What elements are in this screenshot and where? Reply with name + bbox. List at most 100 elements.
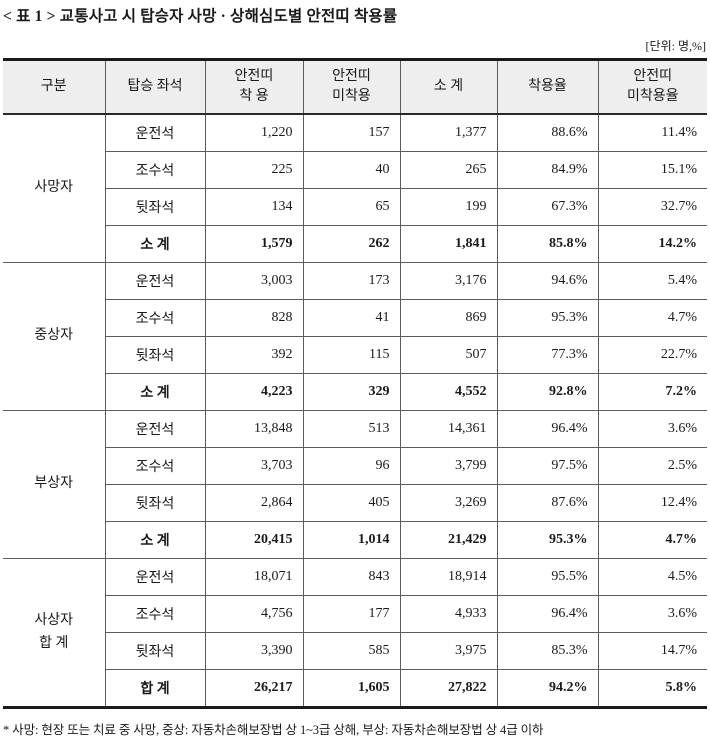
cell-subtotal: 18,914: [399, 558, 498, 596]
cell-wear-rate: 87.6%: [496, 484, 599, 522]
cell-wear-rate: 84.9%: [496, 151, 599, 189]
column-header-line: 안전띠: [332, 69, 371, 85]
cell-belt-off: 115: [302, 336, 401, 374]
seat-cell: 운전석: [104, 262, 206, 300]
column-header-line: 착용율: [528, 79, 567, 95]
seat-cell: 운전석: [104, 410, 206, 448]
cell-wear-rate: 97.5%: [496, 447, 599, 485]
cell-nonwear-rate: 4.7%: [597, 521, 707, 559]
cell-belt-off: 157: [302, 113, 401, 152]
cell-nonwear-rate: 3.6%: [597, 410, 707, 448]
column-header-category: 구분: [3, 59, 106, 115]
cell-subtotal: 21,429: [399, 521, 498, 559]
column-header-subtotal: 소 계: [399, 59, 498, 115]
cell-belt-on: 134: [204, 188, 304, 226]
cell-belt-off: 65: [302, 188, 401, 226]
column-header-line: 구분: [40, 79, 67, 95]
cell-belt-off: 513: [302, 410, 401, 448]
cell-wear-rate: 67.3%: [496, 188, 599, 226]
cell-belt-off: 41: [302, 299, 401, 337]
cell-belt-off: 40: [302, 151, 401, 189]
table-body: 사망자 운전석 1,220 157 1,377 88.6% 11.4% 조수석 225 40 265…: [3, 113, 707, 708]
cell-nonwear-rate: 5.8%: [597, 669, 707, 708]
cell-belt-off: 96: [302, 447, 401, 485]
seat-cell: 조수석: [104, 447, 206, 485]
group-label-0: 사망자: [3, 113, 106, 263]
table-row: 사상자 합 계 운전석 18,071 843 18,914 95.5% 4.5%: [3, 558, 707, 708]
cell-belt-on: 1,220: [204, 113, 304, 152]
cell-nonwear-rate: 11.4%: [597, 113, 707, 152]
column-header-line: 안전띠: [633, 69, 673, 85]
cell-belt-off: 585: [302, 632, 401, 670]
table-row: 중상자 운전석 3,003 173 3,176 94.6% 5.4%: [3, 262, 707, 411]
group-label-3: 사상자 합 계: [3, 558, 106, 708]
column-header-seat: 탑승 좌석: [104, 59, 206, 115]
cell-subtotal: 1,377: [399, 113, 498, 152]
cell-subtotal: 4,552: [399, 373, 498, 411]
cell-belt-off: 843: [302, 558, 401, 596]
cell-nonwear-rate: 14.2%: [597, 225, 707, 263]
cell-belt-on: 1,579: [204, 225, 304, 263]
cell-nonwear-rate: 22.7%: [597, 336, 707, 374]
column-header-line: 안전띠: [234, 69, 274, 85]
cell-subtotal: 4,933: [399, 595, 498, 633]
subtotal-row: 소 계 4,223 329 4,552 92.8% 7.2%: [3, 373, 707, 411]
cell-belt-on: 20,415: [204, 521, 304, 559]
header-row: 구분 탑승 좌석 안전띠 착 용 안전띠 미착용 소 계 착용율 안전띠 미착용율: [3, 59, 707, 115]
cell-subtotal: 3,269: [399, 484, 498, 522]
cell-subtotal: 3,799: [399, 447, 498, 485]
cell-belt-on: 4,756: [204, 595, 304, 633]
seat-cell: 소 계: [104, 521, 206, 559]
cell-belt-on: 392: [204, 336, 304, 374]
seat-cell: 조수석: [104, 151, 206, 189]
cell-subtotal: 507: [399, 336, 498, 374]
cell-nonwear-rate: 12.4%: [597, 484, 707, 522]
cell-wear-rate: 92.8%: [496, 373, 599, 411]
cell-belt-off: 1,605: [302, 669, 401, 708]
cell-wear-rate: 95.3%: [496, 521, 599, 559]
seat-cell: 운전석: [104, 558, 206, 596]
cell-nonwear-rate: 4.7%: [597, 299, 707, 337]
group-label-line: 사망자: [34, 180, 74, 196]
cell-wear-rate: 85.3%: [496, 632, 599, 670]
table-header: 구분 탑승 좌석 안전띠 착 용 안전띠 미착용 소 계 착용율 안전띠 미착용율: [3, 59, 707, 115]
cell-belt-on: 828: [204, 299, 304, 337]
cell-wear-rate: 96.4%: [496, 410, 599, 448]
cell-wear-rate: 94.6%: [496, 262, 599, 300]
table-row: 조수석 225 40 265 84.9% 15.1%: [3, 151, 707, 189]
cell-nonwear-rate: 3.6%: [597, 595, 707, 633]
seat-cell: 뒷좌석: [104, 188, 206, 226]
seat-cell: 운전석: [104, 113, 206, 152]
cell-belt-on: 3,703: [204, 447, 304, 485]
seatbelt-usage-table: 구분 탑승 좌석 안전띠 착 용 안전띠 미착용 소 계 착용율 안전띠 미착용율 사망자 운전석 1…: [3, 58, 707, 709]
cell-subtotal: 199: [399, 188, 498, 226]
cell-belt-on: 26,217: [204, 669, 304, 708]
column-header-line: 미착용: [332, 89, 371, 104]
column-header-nonwear-rate: 안전띠 미착용율: [597, 59, 707, 115]
seat-cell: 뒷좌석: [104, 632, 206, 670]
group-label-1: 중상자: [3, 262, 106, 411]
cell-belt-on: 2,864: [204, 484, 304, 522]
column-header-belt-on: 안전띠 착 용: [204, 59, 304, 115]
group-label-line: 중상자: [34, 328, 74, 344]
cell-belt-off: 262: [302, 225, 401, 263]
cell-subtotal: 3,176: [399, 262, 498, 300]
cell-belt-on: 13,848: [204, 410, 304, 448]
table-row: 뒷좌석 134 65 199 67.3% 32.7%: [3, 188, 707, 226]
cell-wear-rate: 77.3%: [496, 336, 599, 374]
cell-belt-off: 173: [302, 262, 401, 300]
cell-subtotal: 27,822: [399, 669, 498, 708]
cell-wear-rate: 94.2%: [496, 669, 599, 708]
table-row: 조수석 828 41 869 95.3% 4.7%: [3, 299, 707, 337]
cell-wear-rate: 96.4%: [496, 595, 599, 633]
seat-cell: 뒷좌석: [104, 484, 206, 522]
table-row: 뒷좌석 3,390 585 3,975 85.3% 14.7%: [3, 632, 707, 670]
cell-subtotal: 265: [399, 151, 498, 189]
subtotal-row: 소 계 1,579 262 1,841 85.8% 14.2%: [3, 225, 707, 263]
cell-belt-on: 3,003: [204, 262, 304, 300]
cell-nonwear-rate: 7.2%: [597, 373, 707, 411]
cell-nonwear-rate: 14.7%: [597, 632, 707, 670]
seat-cell: 뒷좌석: [104, 336, 206, 374]
